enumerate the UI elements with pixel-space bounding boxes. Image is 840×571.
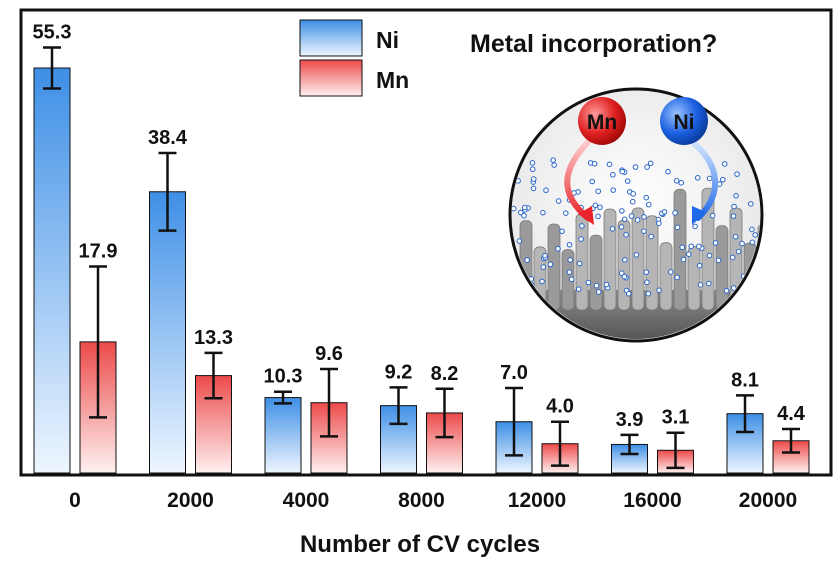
value-label-mn-16000: 3.1 (662, 407, 690, 429)
bar-ni-2000 (149, 191, 186, 474)
x-axis-label: Number of CV cycles (300, 531, 540, 558)
legend-label-ni: Ni (376, 27, 399, 53)
inset-illustration: Mn Ni (508, 87, 764, 343)
value-label-mn-0: 17.9 (79, 240, 118, 262)
value-label-ni-2000: 38.4 (148, 127, 188, 149)
legend-swatch-mn (299, 59, 363, 97)
ni-ball-icon (660, 97, 708, 145)
value-label-mn-4000: 9.6 (315, 343, 343, 365)
mn-ion-ball: Mn (578, 97, 626, 145)
x-tick-label-16000: 16000 (623, 489, 681, 512)
ni-ball-label: Ni (674, 111, 695, 134)
x-tick-label-20000: 20000 (739, 489, 797, 512)
error-bar-mn-2000 (204, 351, 223, 400)
x-tick-label-4000: 4000 (283, 489, 330, 512)
error-bar-mn-8000 (435, 387, 454, 439)
error-bar-ni-0 (43, 46, 61, 90)
error-bar-ni-12000 (505, 386, 523, 457)
value-label-ni-20000: 8.1 (731, 369, 759, 391)
error-bar-ni-8000 (389, 386, 408, 426)
x-tick-label-2000: 2000 (167, 489, 214, 512)
x-tick-labels: 0 2000 4000 8000 12000 16000 20000 (69, 489, 797, 512)
error-bar-ni-16000 (620, 433, 639, 456)
value-label-mn-20000: 4.4 (777, 403, 806, 425)
error-bar-mn-12000 (551, 420, 569, 467)
mn-ball-icon (578, 97, 626, 145)
x-tick-label-0: 0 (69, 489, 81, 512)
bars-layer: 55.3 17.9 38.4 13.3 10.3 9.6 9.2 8.2 7.0 4.0 3.9 3.… (33, 21, 810, 474)
value-label-mn-8000: 8.2 (431, 363, 459, 385)
bar-ni-0 (33, 67, 71, 474)
arrow-ni (687, 137, 719, 225)
ni-ion-ball: Ni (660, 97, 708, 145)
error-bar-mn-20000 (782, 427, 800, 454)
legend-label-mn: Mn (376, 67, 409, 93)
error-bar-ni-2000 (158, 151, 177, 232)
error-bar-mn-4000 (320, 367, 338, 438)
error-bar-mn-16000 (666, 431, 685, 470)
inset-title: Metal incorporation? (470, 30, 717, 58)
legend: Ni Mn (299, 19, 409, 97)
error-bar-mn-0 (89, 265, 107, 419)
legend-swatch-ni (299, 19, 363, 57)
error-bar-ni-4000 (274, 390, 292, 405)
value-label-ni-16000: 3.9 (616, 409, 644, 431)
arrow-mn (564, 137, 594, 225)
x-tick-label-8000: 8000 (398, 489, 445, 512)
value-label-mn-2000: 13.3 (194, 327, 233, 349)
value-label-ni-8000: 9.2 (385, 361, 413, 383)
value-label-mn-12000: 4.0 (546, 396, 574, 418)
bar-ni-16000 (611, 443, 648, 474)
value-label-ni-0: 55.3 (33, 21, 72, 43)
mn-ball-label: Mn (587, 111, 617, 134)
bar-ni-4000 (264, 397, 302, 474)
value-label-ni-4000: 10.3 (264, 366, 303, 388)
plot-frame (19, 8, 833, 477)
x-tick-label-12000: 12000 (508, 489, 566, 512)
error-bar-ni-20000 (736, 394, 754, 434)
value-label-ni-12000: 7.0 (500, 362, 528, 384)
